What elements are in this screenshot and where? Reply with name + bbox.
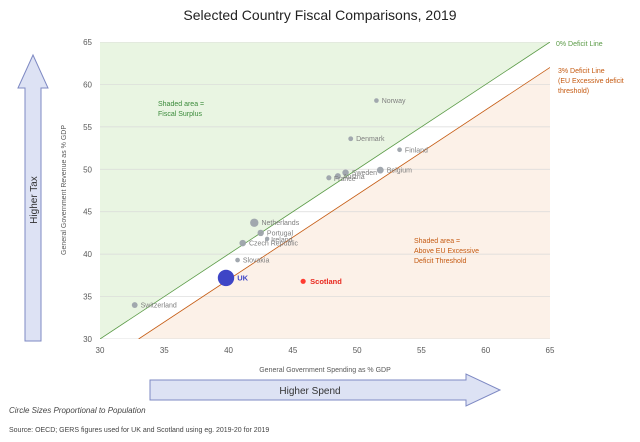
three-percent-deficit-line xyxy=(138,67,550,339)
y-tick-label: 35 xyxy=(83,293,92,302)
gridlines xyxy=(100,42,550,339)
x-tick-label: 50 xyxy=(353,346,362,355)
point-labels: Norway Denmark Finland Belgium SwedenAustria… xyxy=(141,98,428,310)
point-ireland xyxy=(264,236,270,242)
point-label-ireland: Ireland xyxy=(271,237,293,244)
three-percent-line-label-line1: 3% Deficit Line xyxy=(558,68,605,75)
point-label-slovakia: Slovakia xyxy=(243,258,270,265)
point-label-france: France xyxy=(334,176,356,183)
excessive-region-label-line3: Deficit Threshold xyxy=(414,258,467,265)
chart-title: Selected Country Fiscal Comparisons, 201… xyxy=(183,7,456,23)
three-percent-line-label-line3: threshold) xyxy=(558,88,589,95)
y-tick-label: 60 xyxy=(83,80,92,89)
plot-area xyxy=(100,42,550,339)
x-tick-label: 60 xyxy=(481,346,490,355)
point-scotland xyxy=(300,278,306,284)
higher-spend-arrow-label: Higher Spend xyxy=(279,386,340,397)
point-label-scotland: Scotland xyxy=(310,277,342,286)
point-label-switzerland: Switzerland xyxy=(141,303,177,310)
data-points xyxy=(131,98,402,308)
x-axis-ticks: 30 35 40 45 50 55 60 65 xyxy=(96,346,555,355)
point-denmark xyxy=(348,136,354,142)
x-tick-label: 65 xyxy=(546,346,555,355)
surplus-region-label-line2: Fiscal Surplus xyxy=(158,111,202,118)
y-tick-label: 50 xyxy=(83,165,92,174)
x-tick-label: 40 xyxy=(224,346,233,355)
y-tick-label: 65 xyxy=(83,38,92,47)
point-switzerland xyxy=(131,302,138,308)
y-axis-label: General Government Revenue as % GDP xyxy=(61,125,68,255)
circle-size-note: Circle Sizes Proportional to Population xyxy=(9,406,146,415)
point-norway xyxy=(374,98,379,103)
higher-tax-arrow-shape xyxy=(17,53,49,342)
x-tick-label: 35 xyxy=(160,346,169,355)
higher-tax-arrow: Higher Tax xyxy=(17,53,49,342)
point-finland xyxy=(397,147,402,153)
source-note: Source: OECD; GERS figures used for UK a… xyxy=(9,427,269,434)
point-label-belgium: Belgium xyxy=(387,168,412,175)
point-label-denmark: Denmark xyxy=(356,136,385,143)
point-uk xyxy=(217,269,235,287)
reference-line-labels: 0% Deficit Line 3% Deficit Line (EU Exce… xyxy=(556,41,624,95)
surplus-region-label-line1: Shaded area = xyxy=(158,101,204,108)
x-tick-label: 30 xyxy=(96,346,105,355)
point-portugal xyxy=(257,229,264,237)
point-label-finland: Finland xyxy=(405,147,428,154)
three-percent-line-label-line2: (EU Excessive deficit xyxy=(558,78,624,85)
y-tick-label: 40 xyxy=(83,250,92,259)
y-tick-label: 30 xyxy=(83,335,92,344)
point-belgium xyxy=(376,166,384,174)
zero-deficit-line xyxy=(100,42,550,339)
excessive-region-label-line1: Shaded area = xyxy=(414,238,460,245)
y-axis-ticks: 30 35 40 45 50 55 60 65 xyxy=(83,38,92,344)
point-czech-republic xyxy=(239,239,246,247)
excessive-region-annotation: Shaded area = Above EU Excessive Deficit… xyxy=(414,238,479,265)
point-label-austria: Austria xyxy=(343,174,365,181)
point-label-netherlands: Netherlands xyxy=(261,220,299,227)
point-label-portugal: Portugal xyxy=(267,230,294,237)
zero-deficit-line-label: 0% Deficit Line xyxy=(556,41,603,48)
point-austria xyxy=(334,173,341,180)
point-netherlands xyxy=(250,218,259,227)
y-tick-label: 55 xyxy=(83,123,92,132)
point-label-sweden: Sweden xyxy=(352,170,377,177)
point-slovakia xyxy=(235,257,240,263)
point-sweden xyxy=(342,169,349,176)
higher-tax-arrow-label: Higher Tax xyxy=(29,176,40,224)
excessive-region-label-line2: Above EU Excessive xyxy=(414,248,479,255)
point-france xyxy=(326,175,332,181)
point-label-czech-republic: Czech Republic xyxy=(249,241,299,248)
x-tick-label: 45 xyxy=(288,346,297,355)
higher-spend-arrow: Higher Spend xyxy=(149,373,502,407)
point-label-norway: Norway xyxy=(382,98,406,105)
point-label-uk: UK xyxy=(237,273,248,282)
higher-spend-arrow-shape xyxy=(149,373,502,407)
surplus-region-annotation: Shaded area = Fiscal Surplus xyxy=(158,101,204,118)
x-axis-label: General Government Spending as % GDP xyxy=(259,367,391,374)
y-tick-label: 45 xyxy=(83,208,92,217)
x-tick-label: 55 xyxy=(417,346,426,355)
